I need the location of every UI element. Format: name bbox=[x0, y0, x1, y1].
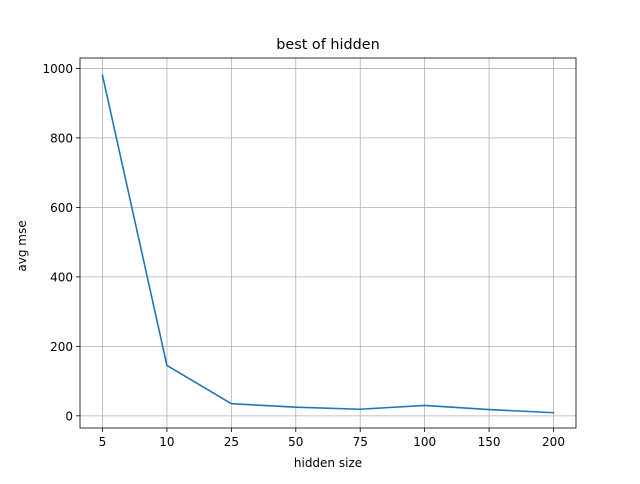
y-tick-label: 800 bbox=[50, 131, 73, 145]
y-tick-label: 0 bbox=[65, 409, 73, 423]
x-tick-label: 150 bbox=[478, 435, 501, 449]
x-axis-label: hidden size bbox=[294, 456, 362, 470]
x-tick-label: 100 bbox=[413, 435, 436, 449]
x-tick-label: 5 bbox=[99, 435, 107, 449]
y-tick-label: 200 bbox=[50, 340, 73, 354]
x-tick-label: 200 bbox=[542, 435, 565, 449]
series-layer bbox=[101, 74, 555, 414]
ticks-layer: 5 10 25 50 75 100 150 200 0 200 400 600 800 1000 bbox=[42, 62, 565, 449]
x-tick-label: 75 bbox=[353, 435, 368, 449]
axes-layer bbox=[79, 57, 577, 429]
series-line bbox=[101, 74, 555, 414]
x-tick-label: 50 bbox=[288, 435, 303, 449]
y-tick-label: 1000 bbox=[42, 62, 73, 76]
y-axis-label: avg mse bbox=[15, 220, 29, 271]
x-tick-label: 10 bbox=[159, 435, 174, 449]
plot-frame bbox=[79, 57, 577, 429]
grid-layer bbox=[80, 58, 576, 428]
y-tick-label: 400 bbox=[50, 270, 73, 284]
chart-title: best of hidden bbox=[276, 37, 380, 53]
x-tick-label: 25 bbox=[224, 435, 239, 449]
y-tick-label: 600 bbox=[50, 201, 73, 215]
